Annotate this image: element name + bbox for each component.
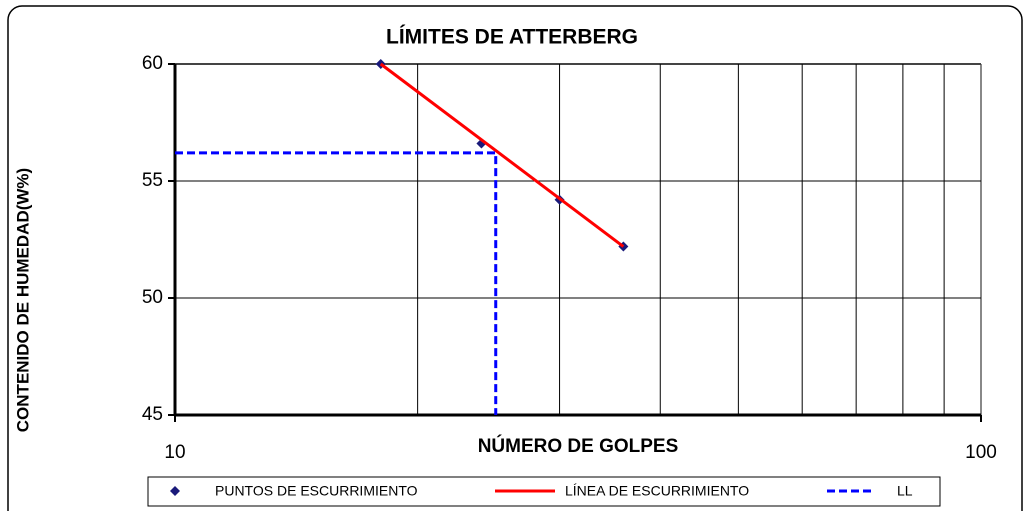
- data-line: [379, 62, 625, 248]
- chart-title: LÍMITES DE ATTERBERG: [386, 26, 638, 49]
- data-line: [175, 151, 498, 415]
- y-tick-label: 55: [142, 170, 163, 191]
- legend-marker: [170, 486, 180, 496]
- legend-label: PUNTOS DE ESCURRIMIENTO: [215, 483, 418, 499]
- legend-label: LL: [897, 483, 913, 499]
- y-tick-label: 50: [142, 287, 163, 308]
- x-tick-label: 10: [164, 442, 185, 463]
- x-axis-label: NÚMERO DE GOLPES: [478, 435, 679, 457]
- chart-frame: [7, 5, 1023, 516]
- y-tick-label: 60: [142, 53, 163, 74]
- legend-label: LÍNEA DE ESCURRIMIENTO: [565, 483, 749, 499]
- y-axis-label: CONTENIDO DE HUMEDAD(W%): [13, 168, 32, 432]
- x-tick-label: 100: [965, 442, 997, 463]
- y-tick-label: 45: [142, 404, 163, 425]
